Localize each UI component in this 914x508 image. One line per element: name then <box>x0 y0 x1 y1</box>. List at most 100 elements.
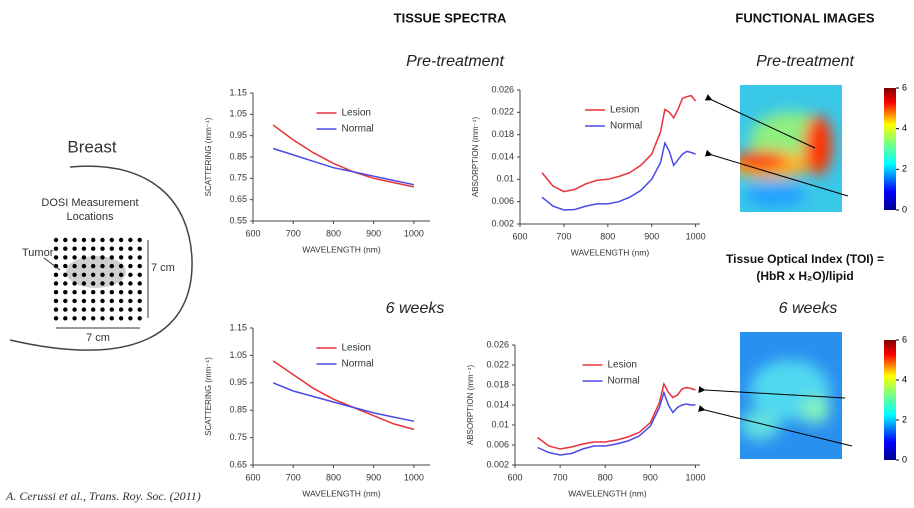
legend-label: Normal <box>610 121 642 132</box>
colorbar-tick-label: 0 <box>902 454 907 464</box>
measurement-dot <box>100 255 105 260</box>
measurement-dot <box>137 290 142 295</box>
y-tick-label: 0.022 <box>486 359 509 369</box>
measurement-dot <box>72 298 77 304</box>
colorbar-tick-label: 0 <box>902 204 907 214</box>
y-tick-label: 0.65 <box>229 459 247 469</box>
measurement-dot <box>109 281 115 286</box>
measurement-dot <box>137 298 142 304</box>
measurement-dot <box>109 255 115 260</box>
x-tick-label: 900 <box>643 472 658 482</box>
measurement-dot <box>91 272 96 277</box>
x-tick-label: 700 <box>553 472 568 482</box>
measurement-dot <box>118 298 124 304</box>
series-line <box>541 140 696 211</box>
y-tick-label: 0.006 <box>486 439 509 449</box>
x-tick-label: 1000 <box>686 231 706 241</box>
measurement-dot <box>81 255 87 260</box>
y-tick-label: 0.85 <box>229 405 247 415</box>
y-tick-label: 0.014 <box>486 399 509 409</box>
citation: A. Cerussi et al., Trans. Roy. Soc. (201… <box>5 489 201 503</box>
toi-text: Tissue Optical Index (TOI) = <box>726 252 884 266</box>
measurement-dot <box>72 263 77 269</box>
measurement-dot <box>137 281 142 286</box>
measurement-dot <box>53 281 59 286</box>
measurement-dot <box>53 263 59 269</box>
legend-label: Lesion <box>608 360 637 371</box>
measurement-dot <box>118 255 124 260</box>
colorbar-tick-label: 6 <box>902 334 907 344</box>
y-tick-label: 0.95 <box>229 377 247 387</box>
measurement-dot <box>81 237 87 243</box>
measurement-dot <box>128 307 133 312</box>
y-tick-label: 0.85 <box>229 151 247 161</box>
measurement-dot <box>137 307 142 312</box>
measurement-dot <box>128 281 133 286</box>
y-tick-label: 1.15 <box>229 87 247 97</box>
measurement-dot <box>137 255 142 260</box>
measurement-dot <box>53 316 59 321</box>
measurement-dot <box>109 307 115 312</box>
dimension-label: 7 cm <box>151 262 175 274</box>
series-line <box>272 124 415 188</box>
colorbar-tick-label: 2 <box>902 164 907 174</box>
heading: FUNCTIONAL IMAGES <box>735 10 874 25</box>
tumor-label: Tumor <box>22 247 54 259</box>
measurement-dot <box>91 255 96 260</box>
heatmap <box>740 85 842 212</box>
breast-text: Locations <box>66 211 114 223</box>
measurement-dot <box>81 298 87 304</box>
series-line <box>272 382 415 422</box>
x-tick-label: 600 <box>512 231 527 241</box>
measurement-dot <box>100 246 105 251</box>
y-axis-label: SCATTERING (mm⁻¹) <box>204 357 213 436</box>
measurement-dot <box>118 237 124 243</box>
x-tick-label: 600 <box>507 472 522 482</box>
x-tick-label: 1000 <box>404 228 424 238</box>
measurement-dot <box>53 237 59 243</box>
measurement-dot <box>137 246 142 251</box>
section-label: 6 weeks <box>386 300 445 317</box>
y-tick-label: 0.01 <box>496 174 514 184</box>
y-axis-label: ABSORPTION (mm⁻¹) <box>466 365 475 446</box>
measurement-dot <box>72 281 77 286</box>
heatmap <box>740 332 842 459</box>
measurement-dot <box>100 281 105 286</box>
x-axis-label: WAVELENGTH (nm) <box>302 488 381 498</box>
measurement-dot <box>91 298 96 304</box>
x-axis-label: WAVELENGTH (nm) <box>302 244 381 254</box>
measurement-dot <box>81 316 87 321</box>
arrow <box>698 405 853 447</box>
arrow <box>704 94 816 149</box>
colorbar-tick-label: 2 <box>902 414 907 424</box>
legend-label: Normal <box>608 376 640 387</box>
measurement-dot <box>81 290 87 295</box>
measurement-dot <box>91 246 96 251</box>
measurement-dot <box>72 316 77 321</box>
measurement-dot <box>118 281 124 286</box>
tumor-pointer <box>43 257 61 271</box>
y-tick-label: 0.002 <box>486 459 509 469</box>
measurement-dot <box>128 255 133 260</box>
colorbar <box>884 88 896 210</box>
legend-label: Normal <box>342 124 374 135</box>
y-tick-label: 0.026 <box>486 339 509 349</box>
measurement-dot <box>100 237 105 243</box>
section-label: Pre-treatment <box>756 53 854 70</box>
x-tick-label: 800 <box>598 472 613 482</box>
measurement-dot <box>53 298 59 304</box>
measurement-dot <box>81 272 87 277</box>
arrow <box>704 149 849 197</box>
series-line <box>272 360 415 431</box>
legend-label: Lesion <box>342 108 371 119</box>
colorbar-tick-label: 6 <box>902 82 907 92</box>
measurement-dot <box>128 263 133 269</box>
measurement-dot <box>100 316 105 321</box>
y-tick-label: 0.002 <box>491 218 514 228</box>
x-tick-label: 800 <box>600 231 615 241</box>
series-line <box>541 94 697 193</box>
measurement-dot <box>137 272 142 277</box>
measurement-dot <box>100 298 105 304</box>
measurement-dot <box>63 281 68 286</box>
measurement-dot <box>109 316 115 321</box>
